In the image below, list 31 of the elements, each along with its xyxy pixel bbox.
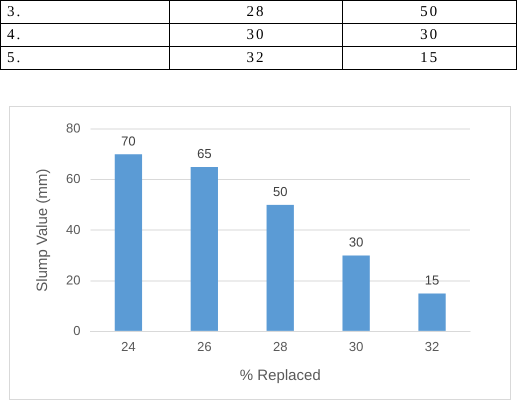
y-tick-label: 20 [66, 272, 80, 288]
y-tick-label: 80 [66, 120, 80, 136]
text: 5. [0, 46, 170, 70]
text: 50 [342, 0, 516, 24]
data-label: 30 [348, 234, 364, 250]
bar [342, 256, 370, 331]
x-tick-label: 24 [121, 338, 136, 354]
text: 4. [0, 24, 170, 46]
x-tick-label: 28 [272, 338, 288, 354]
y-axis-title: Slump Value (mm) [34, 168, 52, 292]
data-label: 50 [272, 184, 288, 199]
bar [418, 293, 446, 331]
data-label: 70 [121, 133, 136, 148]
text: 28 [169, 0, 343, 24]
text: 3. [0, 0, 170, 24]
x-tick-label: 32 [424, 338, 440, 354]
text: 32 [169, 46, 343, 70]
data-label: 65 [197, 146, 212, 162]
text: 15 [342, 46, 516, 70]
text: 30 [169, 24, 343, 46]
x-tick-label: 30 [348, 338, 364, 354]
bar [190, 166, 218, 331]
y-tick-label: 60 [66, 171, 80, 186]
x-axis-title: % Replaced [240, 367, 321, 384]
bar [114, 154, 142, 331]
x-tick-label: 26 [197, 338, 212, 354]
data-label: 15 [424, 272, 440, 288]
y-tick-label: 40 [66, 222, 80, 237]
text: 30 [342, 24, 516, 46]
bar [266, 204, 294, 331]
y-tick-label: 0 [73, 322, 80, 338]
